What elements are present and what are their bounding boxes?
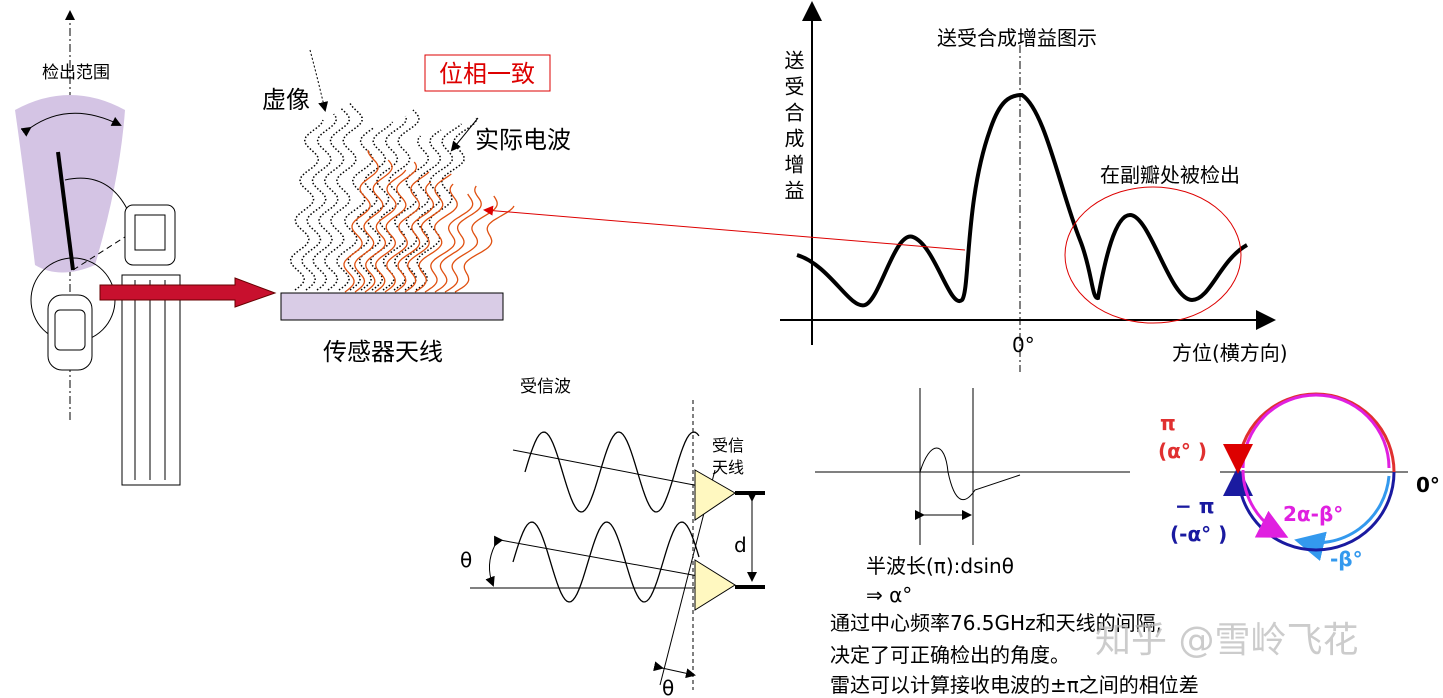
diff-label: 2α-β° xyxy=(1283,502,1343,526)
alpha-label: (α° ) xyxy=(1158,439,1207,463)
gain-chart: 送受合成增益图示 送受合成增益 在副瓣处被检出 0° 方位(横方向) xyxy=(483,1,1288,372)
wave xyxy=(370,109,420,291)
wave xyxy=(358,115,407,291)
neg-pi-label: − π xyxy=(1175,494,1215,518)
wave xyxy=(347,121,394,291)
wave xyxy=(374,161,418,293)
phase-match: 位相一致 xyxy=(439,60,535,88)
wave xyxy=(343,149,379,293)
wave xyxy=(301,113,337,291)
antenna-label: 天线 xyxy=(712,458,744,477)
notes: 通过中心频率76.5GHz和天线的间隔, 决定了可正确检出的角度。 雷达可以计算… xyxy=(830,611,1358,697)
wave xyxy=(384,171,430,293)
receiver: 受信波 受信 天线 d θ θ xyxy=(460,377,765,698)
watermark: 知乎 @雪岭飞花 xyxy=(1095,620,1358,661)
neg-alpha-label: (-α° ) xyxy=(1170,522,1227,546)
sensor-antenna: 传感器天线 xyxy=(323,338,443,366)
half-wave: 半波长(π):dsinθ xyxy=(866,554,1014,578)
detection-range: 检出范围 xyxy=(42,63,110,83)
wave xyxy=(524,431,700,513)
zero-label: 0° xyxy=(1012,333,1035,357)
theta-label: θ xyxy=(662,676,674,698)
wave xyxy=(364,169,407,293)
wave xyxy=(312,107,351,291)
sidelobe-note: 在副瓣处被检出 xyxy=(1100,163,1240,187)
wave xyxy=(512,521,700,603)
antenna-label: 受信 xyxy=(712,436,744,455)
gain-title: 送受合成增益图示 xyxy=(937,26,1097,50)
wave xyxy=(354,159,393,293)
alpha-label: ⇒ α° xyxy=(866,583,912,607)
wave xyxy=(424,193,474,293)
wave xyxy=(404,173,452,293)
wave xyxy=(393,129,442,291)
theta-label: θ xyxy=(460,548,472,572)
wave xyxy=(454,205,515,293)
wave xyxy=(404,123,462,291)
note-line: 通过中心频率76.5GHz和天线的间隔, xyxy=(830,611,1162,635)
left-scene: 检出范围 xyxy=(15,10,277,486)
wave xyxy=(382,135,430,291)
phase-circle: π (α° ) − π (-α° ) 2α-β° -β° 0° xyxy=(1158,392,1440,571)
wave xyxy=(289,119,324,291)
virtual-image: 虚像 xyxy=(262,86,310,114)
y-axis-label: 送受合成增益 xyxy=(781,50,805,206)
wave xyxy=(323,101,363,291)
wave xyxy=(414,183,458,293)
zero-label: 0° xyxy=(1416,473,1440,497)
wave-scene: 位相一致 虚像 实际电波 传感器天线 xyxy=(262,49,571,366)
pi-label: π xyxy=(1160,411,1176,435)
received-wave: 受信波 xyxy=(520,377,571,397)
wave xyxy=(336,127,374,291)
wave xyxy=(434,185,482,293)
note-line: 决定了可正确检出的角度。 xyxy=(830,643,1070,667)
wave xyxy=(394,181,435,293)
actual-wave: 实际电波 xyxy=(475,126,571,154)
neg-beta-label: -β° xyxy=(1330,547,1363,571)
x-axis-label: 方位(横方向) xyxy=(1172,341,1288,365)
d-label: d xyxy=(734,533,747,557)
note-line: 雷达可以计算接收电波的±π之间的相位差 xyxy=(830,673,1199,697)
phase-diagram: 半波长(π):dsinθ ⇒ α° xyxy=(815,388,1130,607)
